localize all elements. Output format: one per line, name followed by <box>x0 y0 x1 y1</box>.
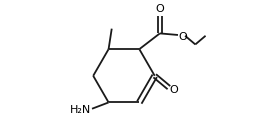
Text: O: O <box>179 32 188 42</box>
Text: H₂N: H₂N <box>69 105 91 115</box>
Text: O: O <box>156 4 164 14</box>
Text: O: O <box>170 86 178 95</box>
